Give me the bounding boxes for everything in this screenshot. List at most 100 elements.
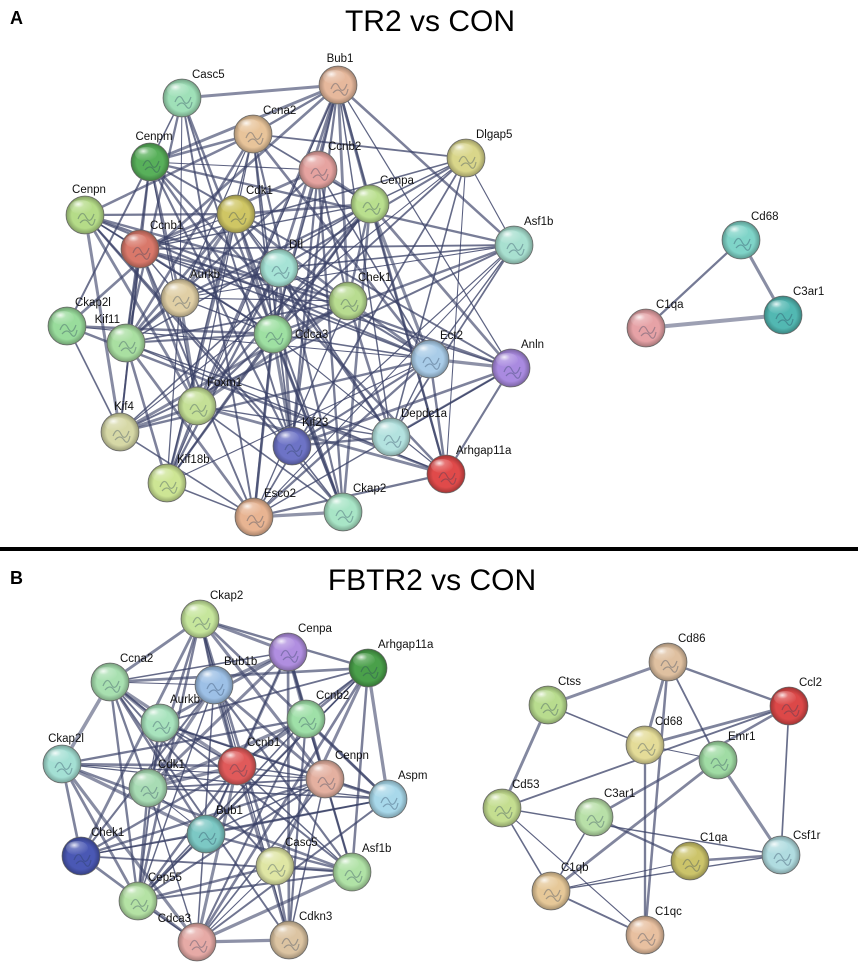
- edge-b-ccl2-c3ar1: [592, 704, 791, 819]
- edge-a-asf1b-aurkb: [179, 244, 515, 299]
- edge-a-kif11-esco2: [124, 341, 256, 519]
- node-b-cep55[interactable]: Cep55: [118, 872, 182, 921]
- node-highlight: [258, 319, 280, 333]
- node-a-anln[interactable]: Anln: [491, 339, 544, 388]
- node-label: Cdk1: [246, 185, 273, 197]
- node-b-cenpa[interactable]: Cenpa: [268, 623, 332, 672]
- node-a-foxm1[interactable]: Foxm1: [177, 377, 242, 426]
- node-b-cd86[interactable]: Cd86: [648, 633, 706, 682]
- node-label: Ckap2: [210, 590, 243, 602]
- node-a-asf1b[interactable]: Asf1b: [494, 216, 553, 265]
- node-b-ccna2[interactable]: Ccna2: [90, 653, 153, 702]
- node-a-ccna2[interactable]: Ccna2: [233, 105, 296, 154]
- node-b-csf1r[interactable]: Csf1r: [761, 830, 821, 875]
- node-b-bub1b[interactable]: Bub1b: [194, 656, 257, 705]
- node-b-cd68[interactable]: Cd68: [625, 716, 683, 765]
- node-b-chek1[interactable]: Chek1: [61, 827, 124, 876]
- node-a-aurkb[interactable]: Aurkb: [160, 269, 220, 318]
- node-a-cdk1[interactable]: Cdk1: [216, 185, 273, 234]
- panel-title-b: FBTR2 vs CON: [328, 564, 536, 597]
- node-b-cdca3[interactable]: Cdca3: [158, 913, 217, 962]
- node-a-kif4[interactable]: Kif4: [100, 401, 140, 452]
- node-b-cdkn3[interactable]: Cdkn3: [269, 911, 332, 960]
- edge-b-arhgap11a-aspm: [366, 666, 390, 801]
- node-a-esco2[interactable]: Esco2: [234, 488, 296, 537]
- node-highlight: [303, 155, 325, 169]
- node-a-kif23[interactable]: Kif23: [272, 417, 328, 466]
- edge-a-bub1-anln: [337, 84, 512, 369]
- node-highlight: [451, 143, 473, 157]
- node-a-ccnb2[interactable]: Ccnb2: [298, 141, 361, 190]
- edge-a-cenpm-asf1b: [148, 160, 516, 247]
- edge-b-ccnb2-cdca3: [195, 717, 308, 944]
- node-a-depdc1a[interactable]: Depdc1a: [371, 408, 448, 457]
- nodes-b-main: Ckap2 Cenpa Arhgap11a Ccna2 Bub1b Aurkb Ccnb2 C…: [42, 590, 434, 962]
- node-a-cd68[interactable]: Cd68: [721, 211, 779, 260]
- node-label: Emr1: [728, 731, 755, 743]
- node-highlight: [630, 920, 652, 934]
- node-a-cenpm[interactable]: Cenpm: [130, 131, 173, 182]
- node-b-cenpn[interactable]: Cenpn: [305, 750, 369, 799]
- node-b-c1qc[interactable]: C1qc: [625, 906, 682, 955]
- node-a-ckap2[interactable]: Ckap2: [323, 483, 386, 532]
- node-a-bub1[interactable]: Bub1: [318, 53, 358, 105]
- node-b-c1qa[interactable]: C1qa: [670, 832, 728, 881]
- node-a-cenpn[interactable]: Cenpn: [65, 184, 106, 235]
- edge-a-bub1-casc5: [180, 83, 340, 100]
- node-b-bub1[interactable]: Bub1: [186, 805, 243, 854]
- node-b-c1qb[interactable]: C1qb: [531, 862, 589, 911]
- node-highlight: [145, 708, 167, 722]
- node-b-ccnb1[interactable]: Ccnb1: [217, 737, 280, 786]
- edge-b-cd86-ccl2: [666, 660, 791, 708]
- node-a-cdca3[interactable]: Cdca3: [253, 314, 328, 354]
- node-a-cenpa[interactable]: Cenpa: [350, 175, 414, 224]
- node-highlight: [766, 840, 788, 854]
- node-b-cd53[interactable]: Cd53: [482, 779, 540, 828]
- node-highlight: [260, 851, 282, 865]
- node-b-aurkb[interactable]: Aurkb: [140, 694, 200, 743]
- edge-a-ccna2-cenpn: [83, 132, 255, 217]
- node-label: Ccna2: [263, 105, 296, 117]
- node-highlight: [277, 431, 299, 445]
- node-label: Cenpn: [72, 184, 106, 196]
- node-b-casc5[interactable]: Casc5: [255, 837, 318, 886]
- node-a-dlgap5[interactable]: Dlgap5: [446, 129, 512, 178]
- edge-a-chek1-esco2: [253, 300, 349, 518]
- node-b-cdk1[interactable]: Cdk1: [128, 759, 185, 808]
- edge-b-ckap2l-cenpn: [61, 763, 326, 780]
- node-b-aspm[interactable]: Aspm: [368, 770, 427, 819]
- node-a-kif11[interactable]: Kif11: [95, 314, 146, 363]
- node-b-c3ar1[interactable]: C3ar1: [574, 788, 635, 837]
- node-a-arhgap11a[interactable]: Arhgap11a: [426, 445, 512, 494]
- node-b-ccl2[interactable]: Ccl2: [769, 677, 822, 726]
- edge-a-foxm1-ckap2: [196, 405, 344, 513]
- node-a-dtl[interactable]: Dtl: [259, 239, 303, 288]
- edge-b-bub1b-cep55: [137, 684, 215, 902]
- node-a-ccnb1[interactable]: Ccnb1: [120, 220, 183, 269]
- node-a-ckap2l[interactable]: Ckap2l: [47, 297, 111, 346]
- edge-a-foxm1-depdc1a: [196, 405, 392, 438]
- node-b-ctss[interactable]: Ctss: [528, 676, 581, 725]
- edge-a-ccnb1-asf1b: [139, 244, 515, 250]
- node-label: Cdk1: [158, 759, 185, 771]
- node-b-ckap2l[interactable]: Ckap2l: [42, 733, 84, 784]
- node-a-c3ar1[interactable]: C3ar1: [763, 286, 824, 335]
- node-label: Cenpa: [380, 175, 414, 187]
- node-b-emr1[interactable]: Emr1: [698, 731, 755, 780]
- node-a-c1qa[interactable]: C1qa: [626, 299, 684, 348]
- edge-b-cenpn-bub1: [205, 778, 326, 835]
- node-a-kif18b[interactable]: Kif18b: [147, 454, 210, 503]
- node-b-arhgap11a[interactable]: Arhgap11a: [348, 639, 434, 688]
- node-a-casc5[interactable]: Casc5: [162, 69, 225, 118]
- edge-a-dlgap5-depdc1a: [390, 157, 467, 438]
- node-label: Cdca3: [295, 329, 328, 341]
- edge-a-cenpa-arhgap11a: [368, 202, 448, 476]
- node-label: Asf1b: [524, 216, 553, 228]
- edge-a-dtl-kif23: [277, 266, 294, 448]
- node-a-chek1[interactable]: Chek1: [328, 272, 391, 321]
- node-b-ckap2[interactable]: Ckap2: [180, 590, 243, 639]
- node-b-ccnb2[interactable]: Ccnb2: [286, 690, 349, 739]
- node-b-asf1b[interactable]: Asf1b: [332, 843, 391, 892]
- node-a-ect2[interactable]: Ect2: [410, 330, 463, 379]
- node-label: Csf1r: [793, 830, 821, 842]
